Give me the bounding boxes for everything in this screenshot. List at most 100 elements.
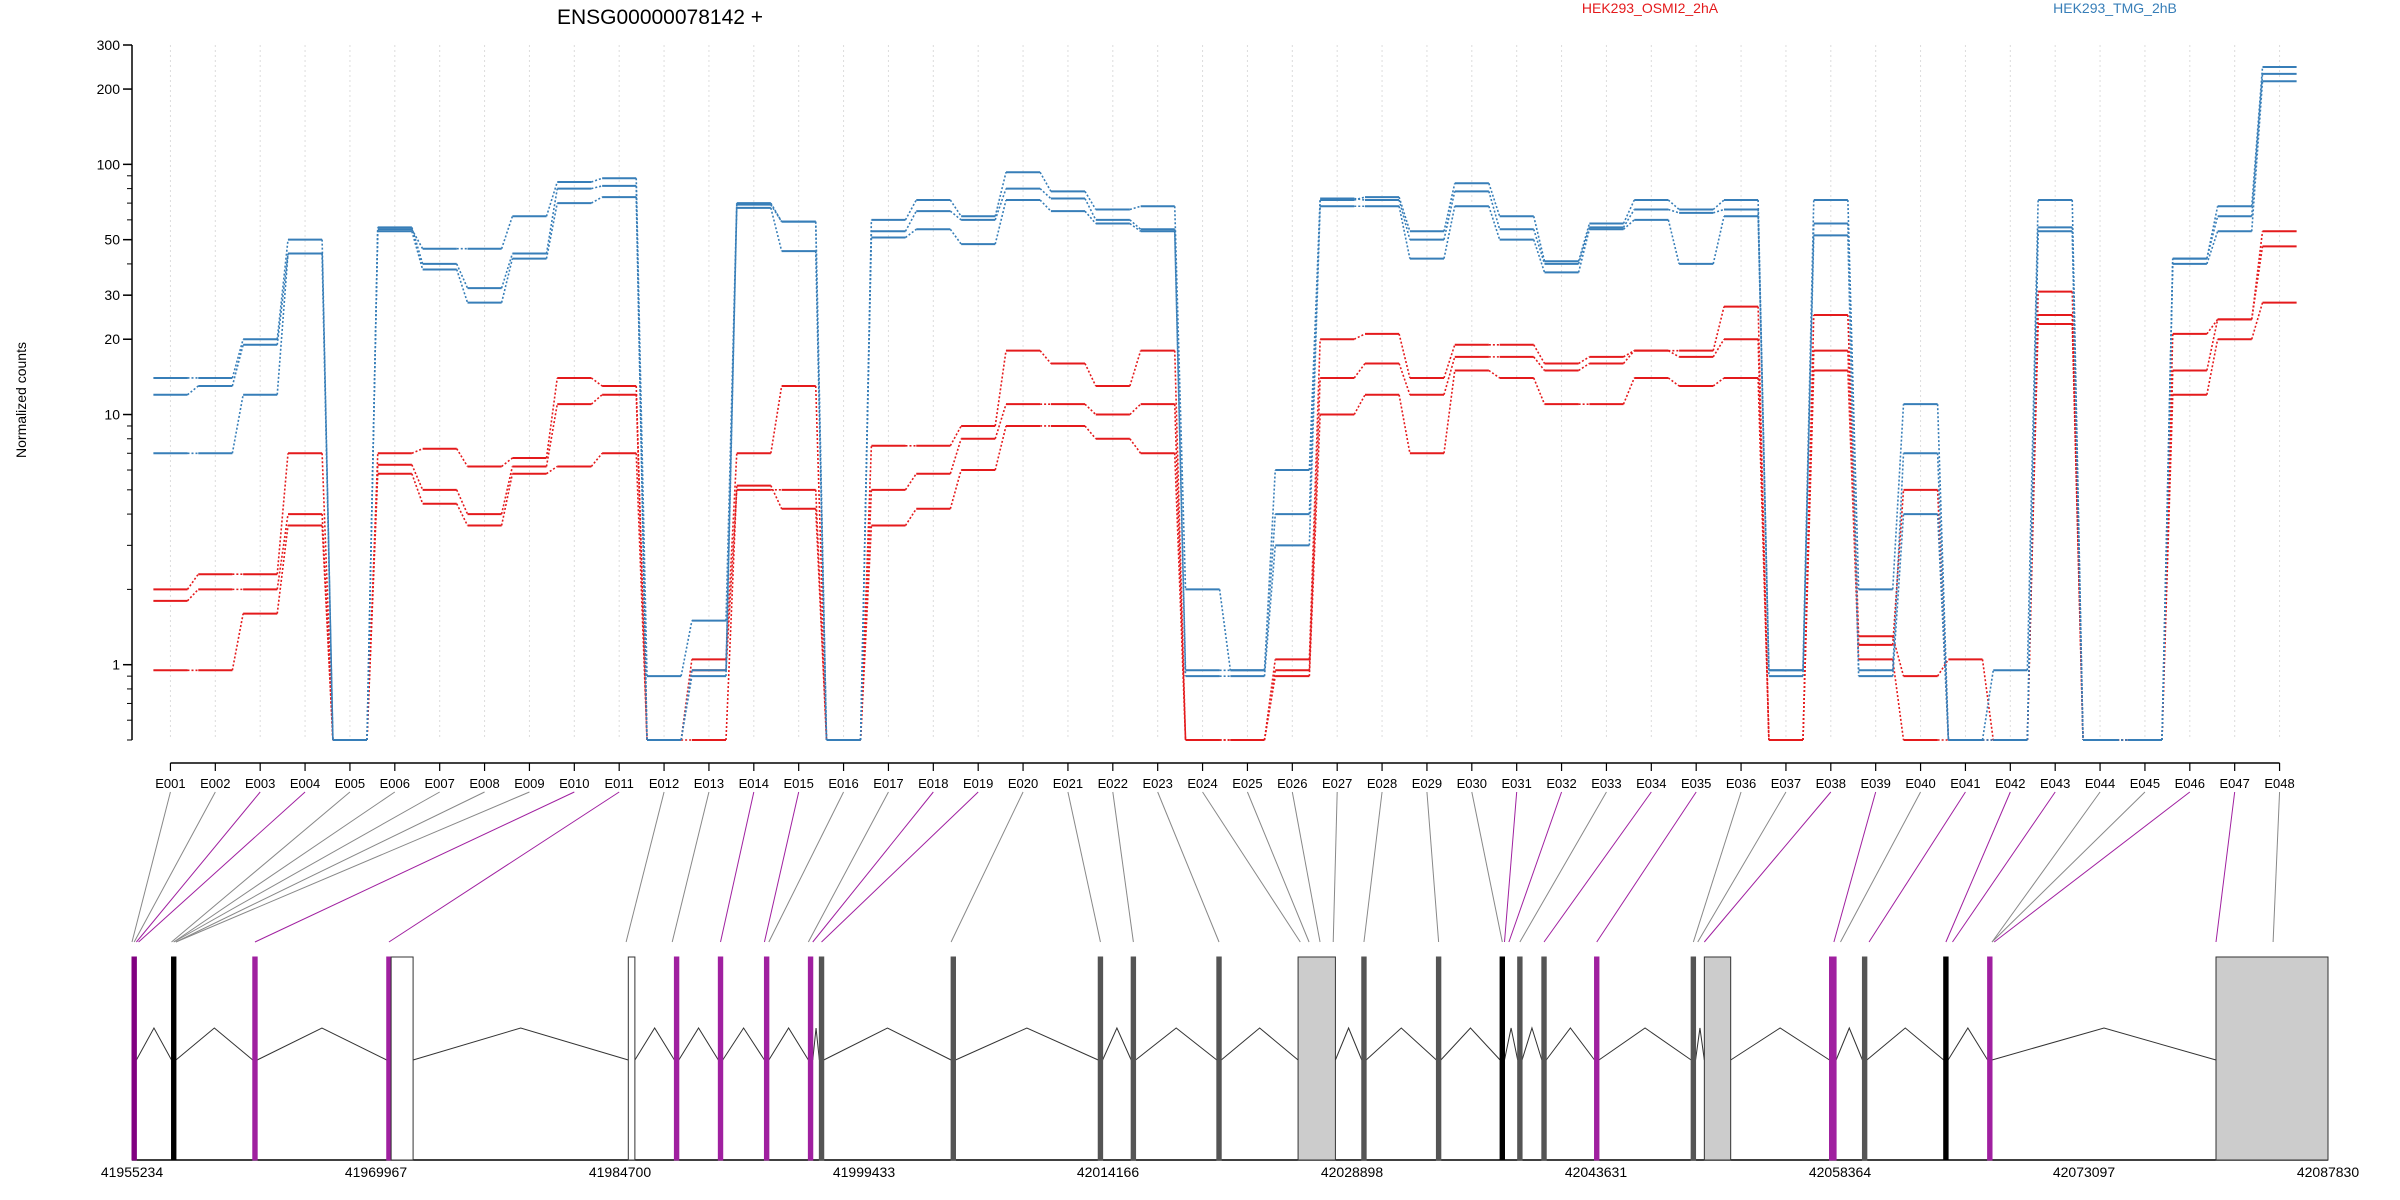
exon-connector <box>1363 791 1383 943</box>
series-connector <box>1443 183 1456 232</box>
series-connector <box>859 525 873 741</box>
coordinate-tick-label: 42087830 <box>2297 1164 2360 1180</box>
exon-box <box>252 956 258 1161</box>
exon-connector <box>1067 791 1101 943</box>
series-connector <box>1713 208 1725 214</box>
series-connector <box>635 197 648 741</box>
y-tick-label: 30 <box>104 287 120 303</box>
x-tick-label: E029 <box>1412 776 1442 791</box>
x-tick-label: E040 <box>1905 776 1935 791</box>
x-tick-label: E005 <box>335 776 365 791</box>
x-tick-label: E041 <box>1950 776 1980 791</box>
exon-box <box>1361 956 1367 1161</box>
series-connector <box>635 394 648 741</box>
series-connector <box>186 385 199 396</box>
coordinate-tick-label: 41984700 <box>589 1164 652 1180</box>
series-connector <box>1308 339 1321 660</box>
y-tick-label: 200 <box>97 81 121 97</box>
exon-connector <box>1840 791 1922 943</box>
series-connector <box>366 231 379 741</box>
series-connector <box>1173 229 1187 671</box>
series-connector <box>1443 191 1456 240</box>
series-connector <box>1218 589 1232 671</box>
y-tick-label: 20 <box>104 331 120 347</box>
exon-connector <box>388 791 620 943</box>
series-connector <box>1398 333 1411 379</box>
exon-connector <box>138 791 306 943</box>
y-tick-label: 300 <box>97 37 121 53</box>
coordinate-tick-label: 42073097 <box>2053 1164 2116 1180</box>
series-connector <box>1757 216 1770 677</box>
exon-connector <box>1426 791 1440 943</box>
series-connector <box>1802 370 1815 741</box>
series-connector <box>1533 356 1546 371</box>
series-connector <box>1891 404 1905 590</box>
x-tick-label: E027 <box>1322 776 1352 791</box>
x-tick-label: E006 <box>380 776 410 791</box>
intron-line <box>634 1027 675 1061</box>
series-connector <box>455 269 469 303</box>
series-connector <box>545 188 559 254</box>
series-connector <box>186 588 199 602</box>
exon-connector <box>2272 791 2281 943</box>
intron-line <box>175 1027 254 1061</box>
x-tick-label: E022 <box>1098 776 1128 791</box>
intron-line <box>812 1027 820 1061</box>
intron-line <box>1835 1026 1863 1061</box>
intron-line <box>1102 1026 1132 1061</box>
exon-box <box>818 956 825 1161</box>
x-tick-label: E036 <box>1726 776 1756 791</box>
exon-box <box>2215 956 2329 1161</box>
series-connector <box>2161 263 2174 741</box>
series-connector <box>231 394 244 454</box>
x-tick-label: E034 <box>1636 776 1666 791</box>
series-connector <box>1532 216 1546 262</box>
y-tick-label: 50 <box>104 232 120 248</box>
x-tick-label: E024 <box>1187 776 1217 791</box>
series-connector <box>1847 235 1860 677</box>
exon-connector <box>1246 791 1310 943</box>
series-connector <box>231 339 244 379</box>
intron-line <box>823 1027 952 1061</box>
grid-layer <box>169 45 2281 740</box>
series-connector <box>456 503 469 526</box>
series-connector <box>590 394 603 405</box>
exon-connector <box>1332 791 1338 943</box>
axis-layer: 1 10 20 30 50 100 200 300 <box>97 37 133 741</box>
series-connector <box>949 438 962 474</box>
intron-line <box>1947 1027 1989 1061</box>
series-connector <box>905 228 917 239</box>
exon-connector <box>173 791 396 943</box>
series-connector <box>276 253 289 345</box>
exon-box <box>1690 956 1697 1161</box>
series-connector <box>1263 469 1277 671</box>
intron-line <box>1440 1027 1501 1061</box>
x-tick-label: E003 <box>245 776 275 791</box>
exon-connector <box>1112 791 1134 943</box>
x-tick-label: E030 <box>1457 776 1487 791</box>
series-connector <box>590 452 603 467</box>
exon-box <box>673 956 680 1161</box>
exon-box <box>1703 956 1732 1161</box>
intron-line <box>1598 1027 1692 1061</box>
series-connector <box>1667 349 1680 358</box>
series-connector <box>1263 670 1277 741</box>
x-tick-label: E033 <box>1591 776 1621 791</box>
exon-connector <box>1596 791 1697 943</box>
series-connector <box>231 613 244 671</box>
series-connector <box>1084 425 1097 440</box>
series-connector <box>1712 306 1725 351</box>
series-connector <box>1308 377 1321 671</box>
x-tick-label: E037 <box>1771 776 1801 791</box>
series-connector <box>1891 453 1905 671</box>
series-connector <box>366 453 379 741</box>
x-tick-label: E010 <box>559 776 589 791</box>
exon-connector <box>136 791 261 943</box>
series-connector <box>1354 197 1366 201</box>
series-connector <box>411 227 424 265</box>
exon-box <box>1216 956 1222 1161</box>
series-connector <box>590 377 603 387</box>
series-connector <box>1668 208 1680 214</box>
exon-connector <box>173 791 440 943</box>
series-connector <box>814 251 828 741</box>
